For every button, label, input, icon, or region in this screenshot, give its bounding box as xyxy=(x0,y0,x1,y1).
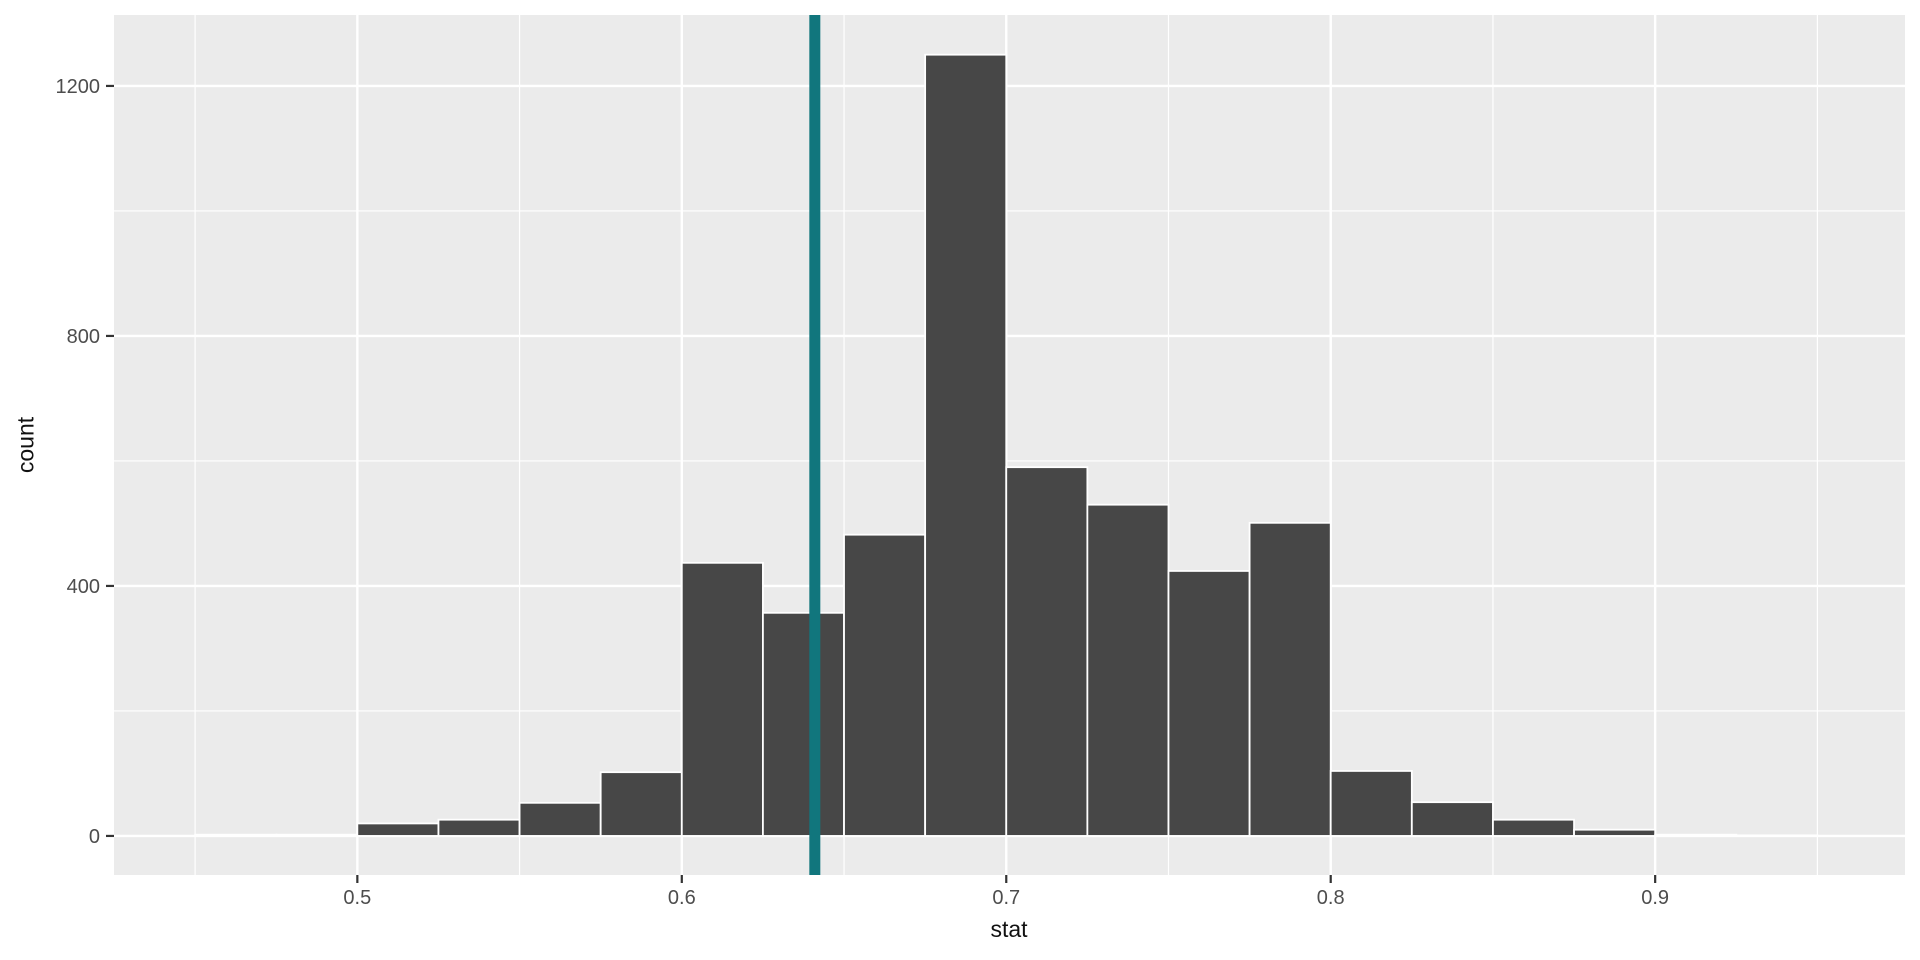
histogram-bar xyxy=(1005,466,1089,837)
histogram-bar xyxy=(437,818,521,837)
histogram-bar xyxy=(1410,801,1494,837)
histogram-bar xyxy=(1492,818,1575,837)
x-axis-tick-label: 0.9 xyxy=(1641,887,1669,909)
x-axis-tick-label: 0.7 xyxy=(992,887,1020,909)
histogram-bar xyxy=(1654,833,1738,837)
x-axis-tick-label: 0.5 xyxy=(343,887,371,909)
histogram-bar xyxy=(1573,828,1657,837)
histogram-bar xyxy=(924,53,1008,837)
histogram-bar xyxy=(275,833,359,837)
histogram-bar xyxy=(1248,521,1332,837)
y-axis-tick-label: 400 xyxy=(67,576,100,598)
x-axis-tick-label: 0.6 xyxy=(668,887,696,909)
histogram-bar xyxy=(680,561,764,837)
histogram-bar xyxy=(843,533,927,837)
histogram-bar xyxy=(1735,834,1819,837)
histogram-bar xyxy=(1167,570,1251,837)
histogram-bar xyxy=(194,833,278,837)
histogram-bar xyxy=(1329,770,1413,837)
y-axis-tick-label: 1200 xyxy=(56,76,101,98)
histogram-bar xyxy=(762,611,845,837)
x-axis-title: stat xyxy=(990,916,1028,942)
histogram-bar xyxy=(1086,503,1170,837)
x-axis-tick-label: 0.8 xyxy=(1317,887,1345,909)
histogram-bar xyxy=(518,801,602,837)
histogram-bar xyxy=(599,771,683,837)
y-axis-tick-label: 0 xyxy=(89,826,100,848)
y-axis-tick-label: 800 xyxy=(67,326,100,348)
histogram-bar xyxy=(356,822,440,837)
y-axis-title: count xyxy=(12,416,39,474)
